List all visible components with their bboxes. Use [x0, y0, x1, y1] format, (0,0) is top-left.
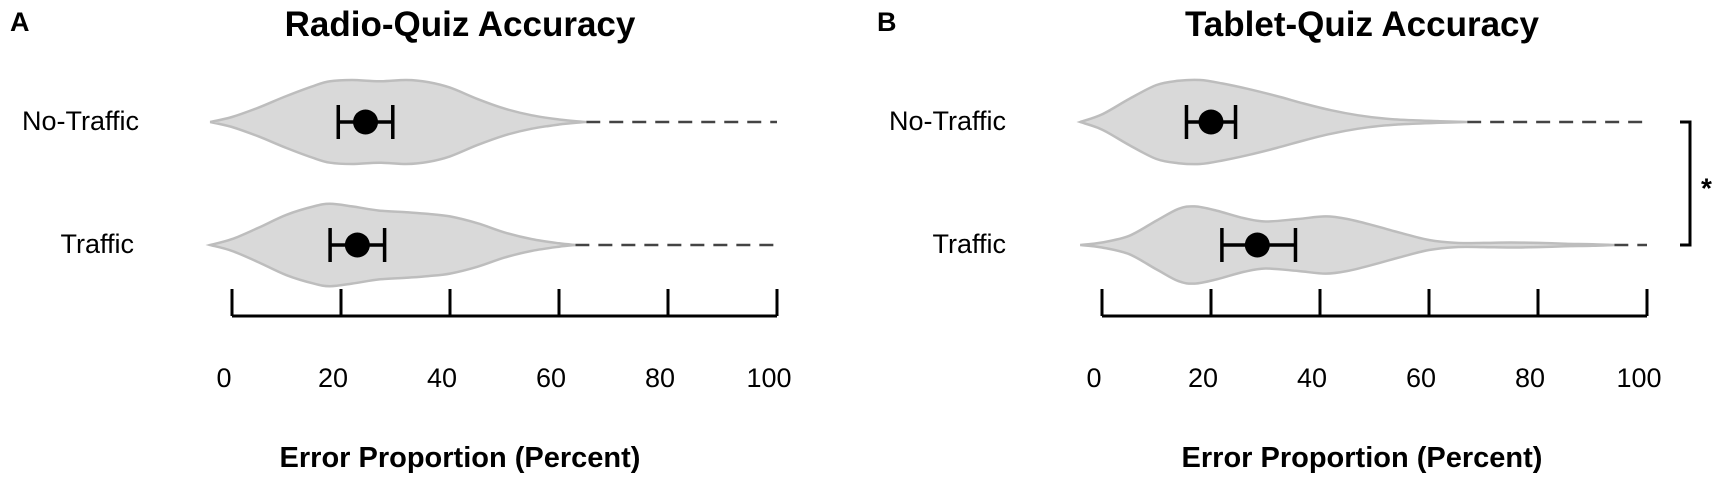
significance-bracket-line — [1680, 120, 1692, 247]
x-tick-label-100: 100 — [1616, 363, 1661, 393]
x-tick-label-40: 40 — [1297, 363, 1327, 393]
x-tick-label-80: 80 — [645, 363, 675, 393]
x-tick-label-20: 20 — [318, 363, 348, 393]
x-axis-label-b: Error Proportion (Percent) — [1182, 442, 1543, 474]
x-tick-label-80: 80 — [1515, 363, 1545, 393]
category-label-traffic-a: Traffic — [60, 229, 134, 259]
x-tick-label-0: 0 — [216, 363, 231, 393]
x-axis-a: 0 20 40 60 80 100 — [216, 289, 792, 393]
chart-title-a: Radio-Quiz Accuracy — [285, 5, 636, 44]
x-tick-label-40: 40 — [427, 363, 457, 393]
mean-point-traffic — [344, 232, 370, 258]
significance-asterisk: * — [1701, 173, 1712, 204]
category-label-no-traffic-b: No-Traffic — [889, 106, 1006, 136]
x-tick-label-60: 60 — [1406, 363, 1436, 393]
significance-bracket: * — [1680, 120, 1712, 247]
violins-b — [1076, 78, 1647, 285]
x-tick-label-60: 60 — [536, 363, 566, 393]
violin-traffic — [1080, 205, 1615, 285]
x-tick-label-20: 20 — [1188, 363, 1218, 393]
mean-point-no-traffic — [1198, 109, 1224, 135]
category-label-traffic-b: Traffic — [932, 229, 1006, 259]
panel-label-b: B — [877, 7, 897, 37]
panel-label-a: A — [10, 7, 30, 37]
panel-b: B Tablet-Quiz Accuracy No-Traffic Traffi… — [877, 5, 1712, 474]
mean-point-traffic — [1244, 232, 1270, 258]
x-axis-b: 0 20 40 60 80 100 — [1086, 289, 1662, 393]
category-label-no-traffic-a: No-Traffic — [22, 106, 139, 136]
chart-title-b: Tablet-Quiz Accuracy — [1185, 5, 1540, 44]
x-axis-label-a: Error Proportion (Percent) — [280, 442, 641, 474]
violin-no-traffic — [1076, 78, 1468, 166]
x-tick-label-0: 0 — [1086, 363, 1101, 393]
panel-a: A Radio-Quiz Accuracy No-Traffic Traffic… — [10, 5, 792, 474]
violin-traffic — [205, 202, 576, 288]
violins-a — [205, 78, 777, 288]
mean-point-no-traffic — [353, 109, 379, 135]
violin-no-traffic — [209, 78, 587, 166]
x-tick-label-100: 100 — [746, 363, 791, 393]
